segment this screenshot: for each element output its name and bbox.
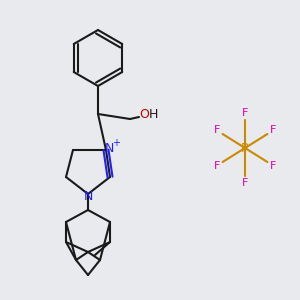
Text: F: F [242, 178, 248, 188]
Text: O: O [139, 109, 149, 122]
Text: F: F [242, 108, 248, 118]
Text: F: F [214, 161, 220, 171]
Text: F: F [270, 161, 277, 171]
Text: H: H [148, 109, 158, 122]
Text: P: P [241, 142, 249, 154]
Text: F: F [270, 125, 277, 135]
Text: N: N [104, 142, 114, 154]
Text: F: F [214, 125, 220, 135]
Text: +: + [112, 138, 120, 148]
Text: N: N [83, 190, 93, 203]
